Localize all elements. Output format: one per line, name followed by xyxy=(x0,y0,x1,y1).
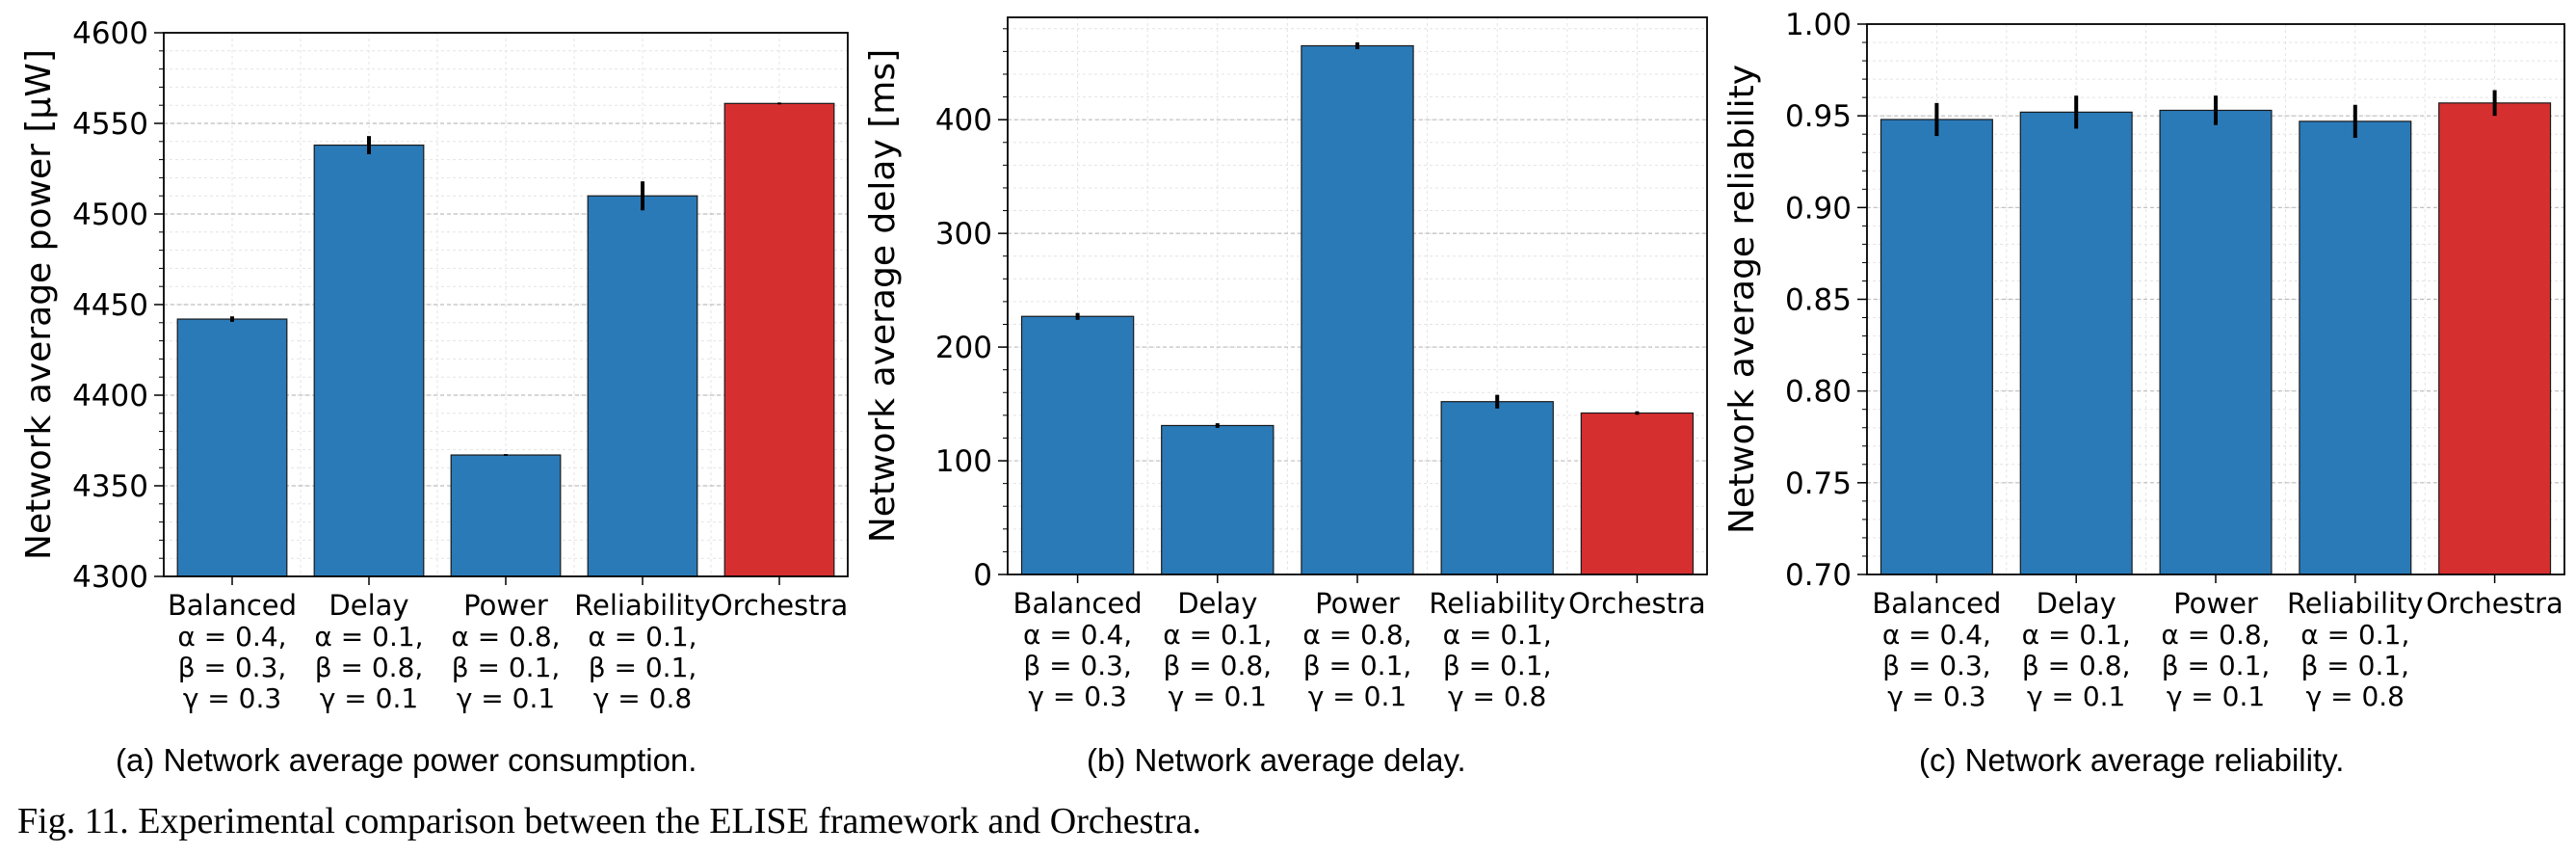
x-tick-label: γ = 0.1 xyxy=(1169,681,1267,712)
x-tick-label: Reliability xyxy=(1429,587,1565,620)
y-tick-label: 200 xyxy=(935,331,992,365)
axes-frame xyxy=(1866,23,2565,575)
figure-caption: Fig. 11. Experimental comparison between… xyxy=(17,801,1201,841)
x-tick-label: γ = 0.1 xyxy=(2027,681,2125,712)
x-tick-label: α = 0.1, xyxy=(588,621,697,653)
bar-power xyxy=(2159,109,2273,575)
x-tick-label: Orchestra xyxy=(2426,587,2563,620)
x-tick-label: α = 0.1, xyxy=(2022,619,2131,651)
bar-power xyxy=(450,454,562,577)
bar-reliability xyxy=(1440,401,1554,575)
y-tick-label: 4300 xyxy=(72,560,148,595)
x-tick-label: β = 0.1, xyxy=(1443,650,1552,681)
x-tick-label: Power xyxy=(2173,587,2258,620)
bar-orchestra xyxy=(1580,412,1695,575)
y-tick-label: 0.85 xyxy=(1785,283,1852,318)
x-tick-label: α = 0.4, xyxy=(1023,619,1132,651)
y-tick-label: 0.75 xyxy=(1785,467,1852,501)
x-tick-label: α = 0.1, xyxy=(2300,619,2409,651)
x-tick-label: α = 0.1, xyxy=(1443,619,1552,651)
bar-orchestra xyxy=(2438,102,2552,575)
x-tick-label: β = 0.3, xyxy=(1023,650,1132,681)
x-tick-label: Balanced xyxy=(1013,587,1143,620)
x-tick-label: Reliability xyxy=(2287,587,2424,620)
bar-balanced xyxy=(176,318,288,577)
x-tick-label: β = 0.8, xyxy=(315,652,424,683)
bar-power xyxy=(1301,44,1414,575)
bar-delay xyxy=(313,144,425,577)
x-tick-label: α = 0.8, xyxy=(2161,619,2270,651)
bar-balanced xyxy=(1020,315,1135,575)
x-tick-label: α = 0.1, xyxy=(1163,619,1272,651)
bar-orchestra xyxy=(723,102,835,577)
y-tick-label: 0 xyxy=(973,558,992,593)
x-tick-label: Delay xyxy=(1177,587,1257,620)
y-tick-label: 4350 xyxy=(72,469,148,504)
bar-reliability xyxy=(2299,120,2412,575)
bar-reliability xyxy=(587,195,698,577)
x-tick-label: β = 0.8, xyxy=(2022,650,2131,681)
y-tick-label: 4550 xyxy=(72,107,148,142)
y-axis-label: Network average delay [ms] xyxy=(863,49,903,543)
x-tick-label: γ = 0.3 xyxy=(1887,681,1985,712)
x-tick-label: α = 0.8, xyxy=(1302,619,1411,651)
y-tick-label: 0.80 xyxy=(1785,375,1852,410)
x-tick-label: Power xyxy=(1315,587,1400,620)
x-tick-label: γ = 0.8 xyxy=(1448,681,1546,712)
x-tick-label: γ = 0.1 xyxy=(320,682,418,714)
x-tick-label: β = 0.1, xyxy=(1303,650,1412,681)
x-tick-label: β = 0.1, xyxy=(589,652,697,683)
y-tick-label: 4450 xyxy=(72,288,148,323)
x-tick-label: β = 0.8, xyxy=(1164,650,1273,681)
x-tick-label: γ = 0.3 xyxy=(1028,681,1126,712)
x-tick-label: γ = 0.3 xyxy=(183,682,281,714)
y-axis-label: Network average power [μW] xyxy=(19,49,59,560)
x-tick-label: γ = 0.8 xyxy=(593,682,692,714)
bar-balanced xyxy=(1879,119,1993,575)
x-tick-label: Balanced xyxy=(1872,587,2001,620)
x-tick-label: γ = 0.1 xyxy=(457,682,555,714)
x-tick-label: β = 0.1, xyxy=(2301,650,2410,681)
x-tick-label: α = 0.4, xyxy=(177,621,286,653)
bar-delay xyxy=(1161,424,1275,575)
x-tick-label: β = 0.3, xyxy=(178,652,287,683)
axes-frame xyxy=(163,32,849,577)
y-tick-label: 4600 xyxy=(72,16,148,51)
subcaption-power: (a) Network average power consumption. xyxy=(116,742,697,778)
x-tick-label: α = 0.4, xyxy=(1882,619,1991,651)
y-tick-label: 0.95 xyxy=(1785,99,1852,134)
y-axis-label: Network average reliability xyxy=(1722,65,1762,534)
y-tick-label: 1.00 xyxy=(1785,8,1852,42)
y-tick-label: 0.90 xyxy=(1785,191,1852,226)
x-tick-label: Balanced xyxy=(168,589,297,622)
y-tick-label: 4400 xyxy=(72,379,148,414)
x-tick-label: α = 0.1, xyxy=(314,621,423,653)
x-tick-label: Reliability xyxy=(574,589,711,622)
x-tick-label: Orchestra xyxy=(1568,587,1705,620)
bar-delay xyxy=(2019,111,2133,575)
y-tick-label: 4500 xyxy=(72,198,148,232)
y-tick-label: 400 xyxy=(935,103,992,138)
axes-frame xyxy=(1007,16,1708,575)
x-tick-label: β = 0.3, xyxy=(1882,650,1991,681)
x-tick-label: β = 0.1, xyxy=(452,652,561,683)
subcaption-delay: (b) Network average delay. xyxy=(1087,742,1466,778)
x-tick-label: γ = 0.1 xyxy=(2167,681,2265,712)
x-tick-label: γ = 0.1 xyxy=(1308,681,1406,712)
x-tick-label: Orchestra xyxy=(711,589,848,622)
x-tick-label: α = 0.8, xyxy=(451,621,560,653)
subcaption-reliability: (c) Network average reliability. xyxy=(1919,742,2345,778)
x-tick-label: γ = 0.8 xyxy=(2306,681,2405,712)
y-tick-label: 0.70 xyxy=(1785,558,1852,593)
y-tick-label: 300 xyxy=(935,217,992,252)
y-tick-label: 100 xyxy=(935,444,992,479)
x-tick-label: Delay xyxy=(2037,587,2116,620)
x-tick-label: Power xyxy=(463,589,548,622)
x-tick-label: β = 0.1, xyxy=(2162,650,2271,681)
x-tick-label: Delay xyxy=(329,589,408,622)
